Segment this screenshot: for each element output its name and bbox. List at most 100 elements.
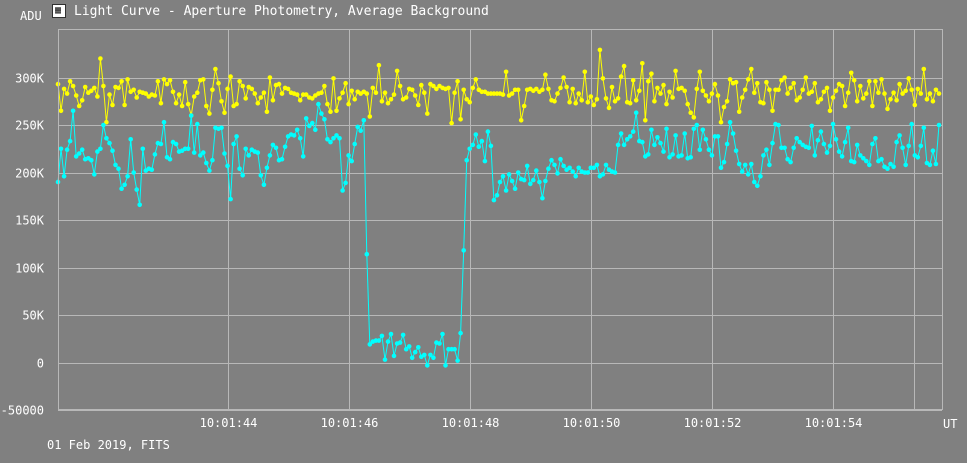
series-2-point	[98, 146, 103, 152]
series-2-point	[633, 110, 639, 115]
series-2-point	[839, 154, 845, 159]
series-2-point	[694, 122, 700, 128]
series-2-point	[661, 149, 666, 154]
series-1-point	[803, 75, 809, 80]
series-1-point	[830, 95, 836, 100]
series-2-point	[346, 153, 351, 158]
series-1-point	[343, 80, 348, 86]
series-2-point	[316, 101, 321, 107]
series-2-point	[830, 121, 836, 127]
series-2-point	[397, 340, 403, 345]
series-1-point	[906, 76, 911, 81]
series-1-point	[742, 87, 748, 93]
series-1-point	[416, 102, 421, 108]
series-1-point	[727, 77, 733, 82]
series-1-point	[107, 92, 112, 97]
series-2-point	[406, 344, 412, 349]
series-2-point	[706, 147, 712, 152]
series-1-point	[918, 91, 924, 96]
series-2-point	[361, 118, 367, 123]
series-2-point	[627, 134, 633, 139]
series-1-point	[585, 99, 591, 105]
series-2-point	[467, 146, 473, 152]
series-2-point	[425, 363, 430, 368]
series-2-point	[585, 170, 591, 175]
series-2-point	[624, 137, 630, 142]
series-1-point	[894, 98, 899, 103]
series-2-point	[667, 155, 672, 160]
series-2-point	[297, 136, 303, 141]
series-2-point	[497, 179, 503, 185]
series-2-point	[479, 138, 485, 144]
series-2-point	[246, 153, 251, 158]
series-1-point	[615, 96, 621, 101]
series-2-point	[640, 139, 645, 145]
series-1-point	[812, 80, 818, 86]
series-1-point	[839, 83, 845, 89]
series-1-point	[370, 85, 376, 91]
series-2-point	[349, 158, 355, 164]
series-2-point	[930, 148, 936, 153]
series-1-point	[76, 103, 82, 109]
series-2-point	[691, 126, 697, 132]
series-2-point	[733, 148, 739, 153]
series-1-point	[824, 85, 830, 91]
series-1-point	[452, 90, 457, 95]
series-2-point	[104, 136, 109, 141]
series-2-point	[488, 143, 494, 149]
series-2-point	[658, 140, 663, 146]
chart-window-icon[interactable]: ▦	[52, 4, 66, 18]
series-2-point	[422, 352, 427, 358]
series-1-point	[473, 77, 479, 82]
series-2-point	[528, 181, 533, 187]
series-2-point	[903, 162, 908, 168]
series-1-point	[207, 111, 212, 116]
series-2-point	[785, 156, 790, 162]
series-2-point	[119, 186, 124, 191]
series-1-point	[827, 108, 833, 114]
series-1-point	[225, 86, 230, 92]
series-1-point	[543, 72, 548, 77]
series-2-point	[219, 125, 224, 131]
series-1-point	[264, 109, 270, 114]
series-2-point	[682, 131, 687, 136]
series-1-point	[394, 68, 400, 74]
series-1-point	[842, 103, 848, 109]
series-2-point	[561, 163, 566, 169]
series-1-point	[391, 92, 397, 97]
series-1-point	[867, 79, 872, 84]
series-1-point	[921, 66, 927, 72]
series-2-point	[512, 186, 518, 191]
series-2-point	[92, 172, 97, 177]
series-1-point	[373, 90, 379, 95]
series-2-point	[630, 129, 636, 134]
series-1-point	[285, 86, 291, 92]
series-2-point	[782, 145, 787, 151]
series-2-point	[736, 161, 742, 167]
series-1-point	[243, 96, 248, 101]
series-2-point	[231, 141, 236, 147]
series-1-point	[739, 95, 745, 100]
series-1-point	[388, 97, 394, 102]
series-1-point	[640, 61, 645, 66]
series-2-point	[552, 162, 557, 168]
series-2-point	[788, 159, 793, 165]
y-tick-label: 200K	[15, 167, 45, 181]
series-2-point	[812, 153, 818, 158]
series-1-point	[322, 83, 327, 89]
series-1-point	[588, 94, 594, 99]
series-2-point	[443, 363, 448, 368]
series-1-point	[715, 93, 721, 98]
series-2-point	[745, 172, 751, 177]
series-1-point	[515, 87, 521, 93]
series-1-point	[882, 91, 887, 96]
series-2-point	[440, 331, 445, 337]
series-1-point	[658, 91, 663, 96]
series-2-point	[267, 153, 273, 158]
series-2-point	[655, 135, 660, 140]
series-2-point	[836, 149, 842, 154]
series-2-point	[909, 121, 914, 127]
series-2-point	[452, 346, 457, 352]
series-1-point	[179, 103, 185, 109]
x-tick-label: 10:01:48	[442, 416, 500, 430]
